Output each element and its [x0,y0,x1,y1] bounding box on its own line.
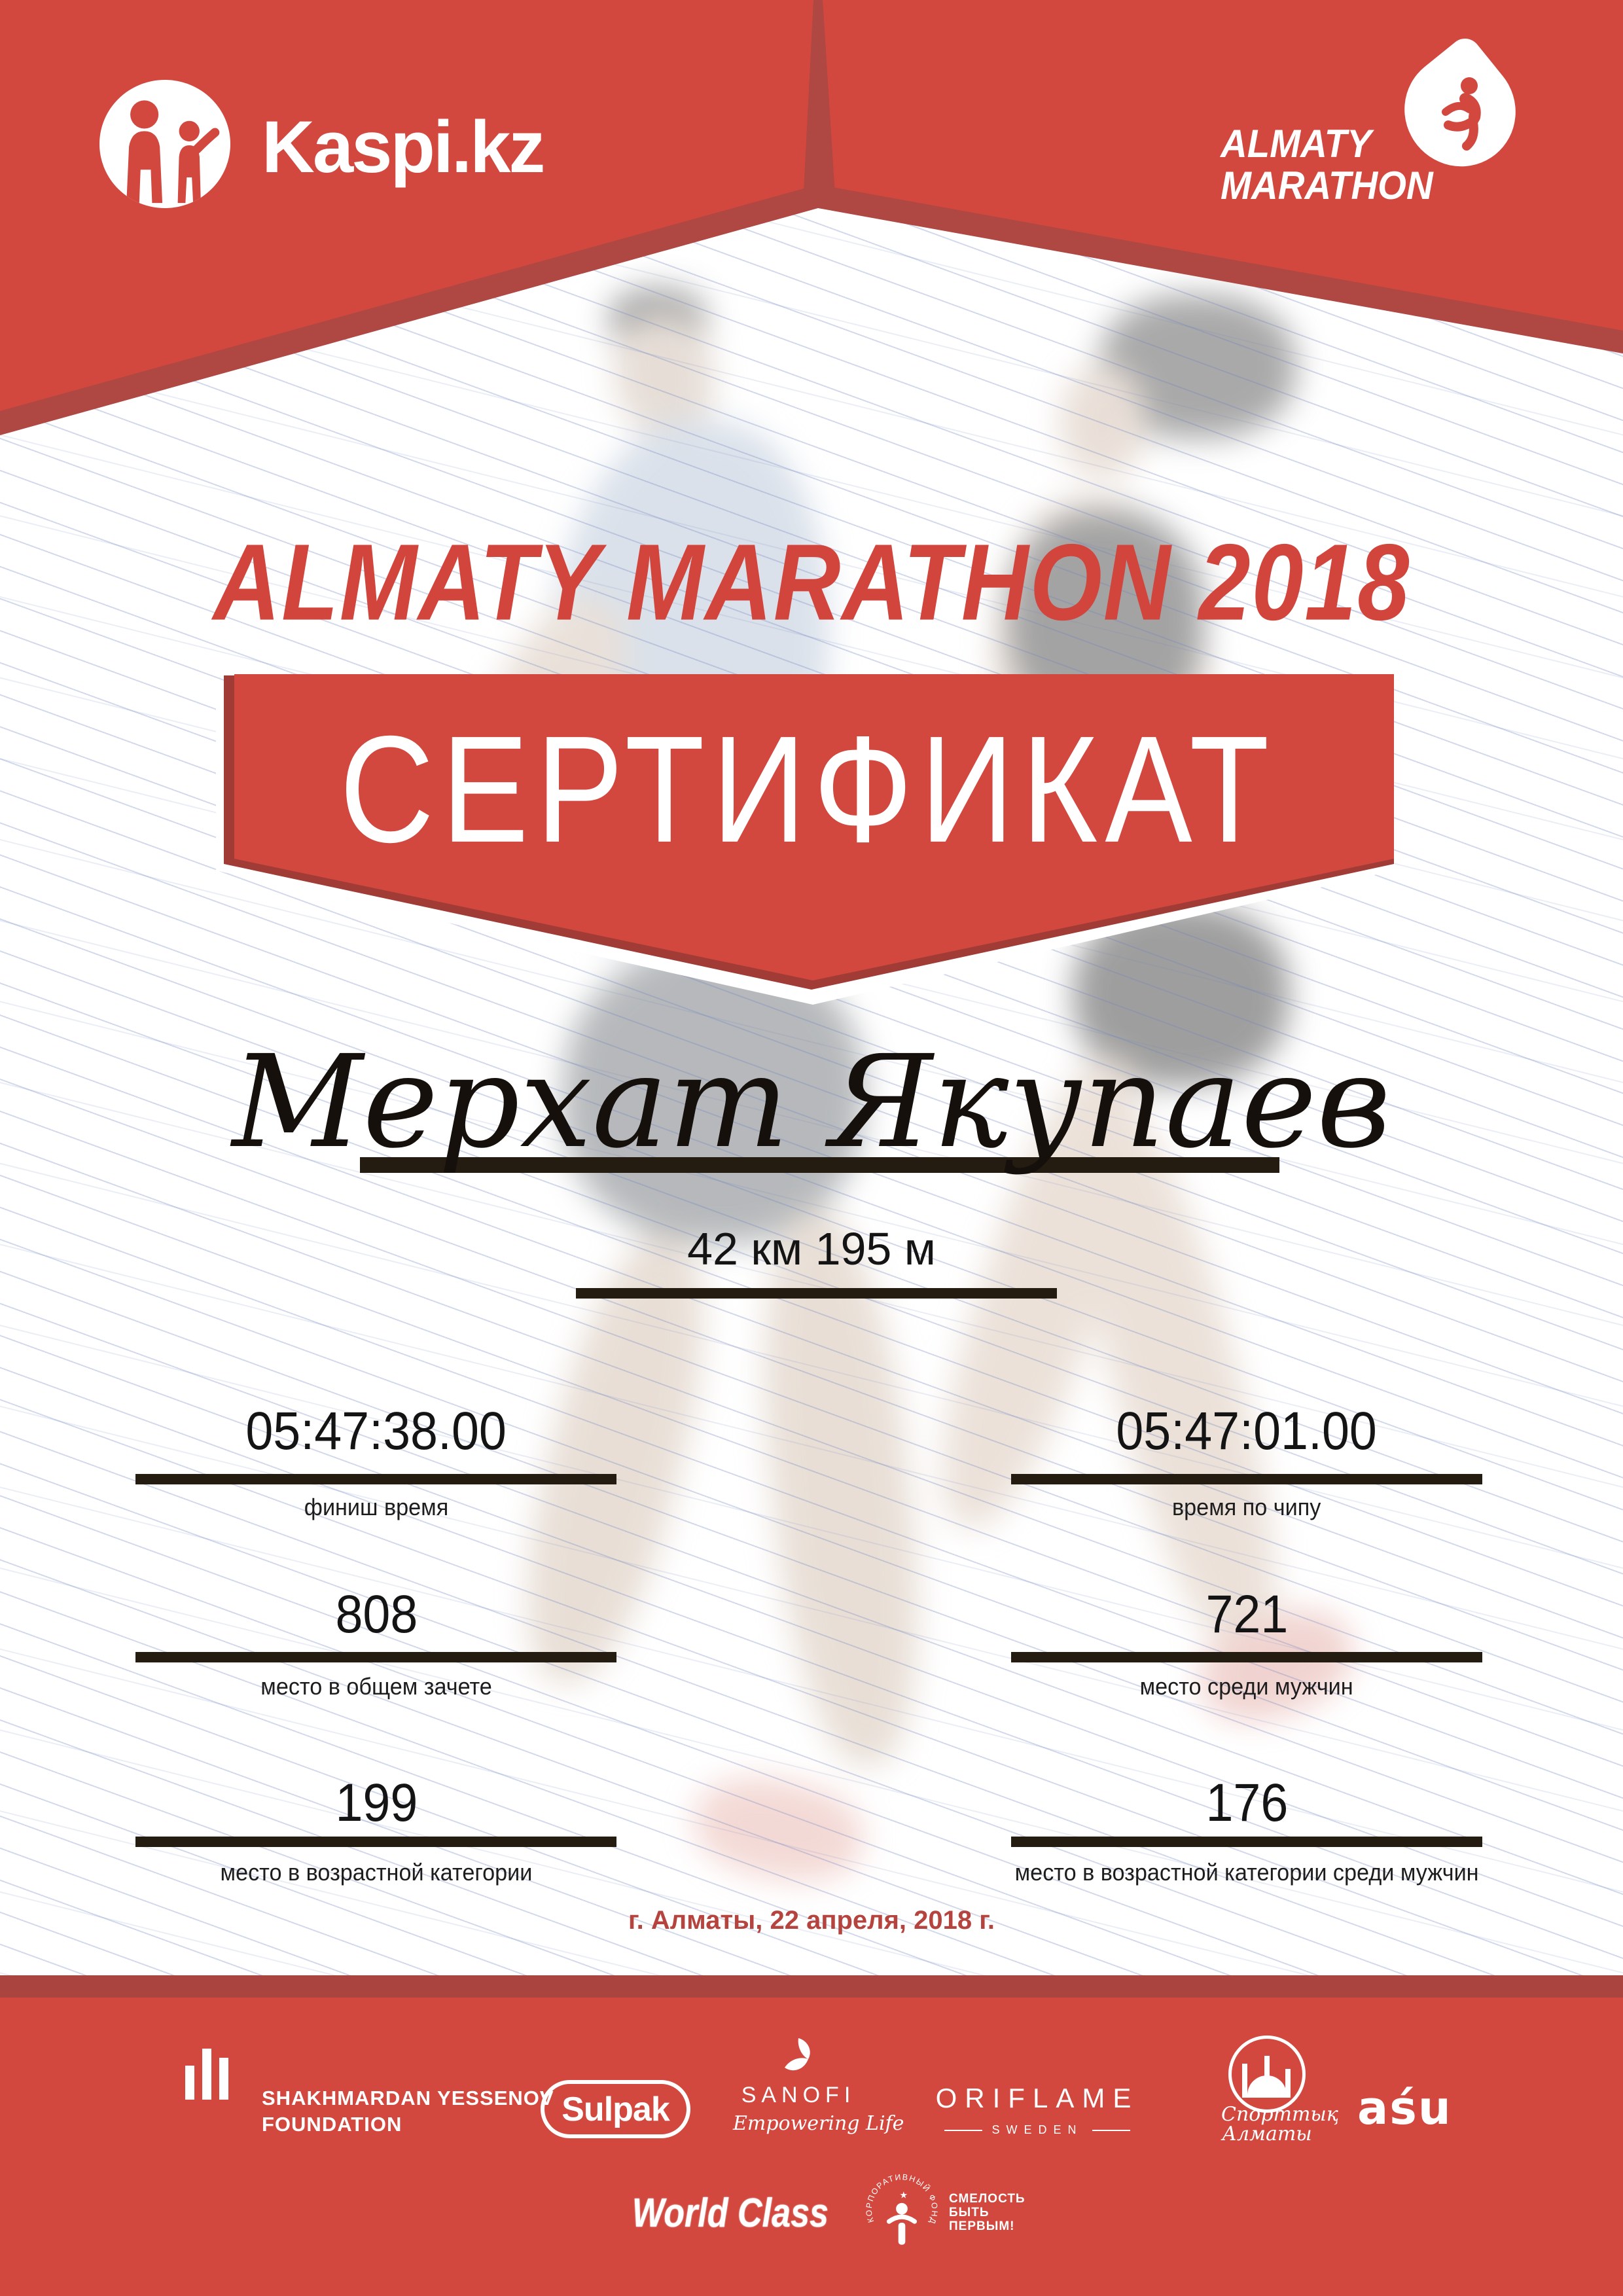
sanofi-tagline: Empowering Life [733,2112,904,2135]
world-class-logo: World Class [632,2191,829,2236]
name-underline [360,1157,1279,1173]
stat-age-place-value: 199 [335,1773,418,1833]
kaspi-logo: Kaspi.kz [99,80,545,208]
courage-fund-motto: СМЕЛОСТЬ БЫТЬ ПЕРВЫМ! [949,2191,1026,2233]
oriflame-wordmark: ORIFLAME [935,2083,1139,2113]
stat-overall-place-value: 808 [335,1585,418,1644]
stat-overall-place-label: место в общем зачете [260,1673,492,1700]
stat-overall-place-underline [135,1652,616,1662]
stat-age-men-place-underline [1011,1837,1482,1847]
sport-almaty-logo: Спорттық Алматы [1221,2036,1338,2144]
almaty-marathon-wordmark: ALMATY MARATHON [1221,123,1433,207]
certificate-ribbon: СЕРТИФИКАТ [216,674,1400,1005]
stat-finish-time-underline [135,1474,616,1484]
oriflame-sweden-line: SWEDEN [929,2123,1145,2137]
courage-fund-emblem-icon: КОРПОРАТИВНЫЙ ФОНД ★ [865,2172,938,2245]
asu-logo: aśu [1357,2081,1452,2135]
sport-almaty-emblem-icon [1228,2036,1306,2113]
stat-chip-time-underline [1011,1474,1482,1484]
kaspi-wordmark: Kaspi.kz [262,105,545,188]
yessenov-foundation-icon [185,2049,228,2100]
kaspi-circle-icon [99,80,230,208]
stat-men-place-underline [1011,1652,1482,1662]
stat-chip-time-value: 05:47:01.00 [1116,1401,1378,1461]
distance-value: 42 км 195 м [687,1223,936,1274]
recipient-name: Мерхат Якупаев [232,1028,1391,1176]
date-location: г. Алматы, 22 апреля, 2018 г. [628,1906,995,1935]
svg-text:★: ★ [899,2191,908,2201]
courage-fund-logo: КОРПОРАТИВНЫЙ ФОНД ★ СМЕЛОСТЬ БЫТЬ ПЕРВЫ… [861,2172,1026,2253]
stat-finish-time-value: 05:47:38.00 [245,1401,507,1461]
stat-chip-time-label: время по чипу [1172,1494,1321,1520]
almaty-marathon-wordmark-line2: MARATHON [1221,164,1433,207]
sulpak-logo: Sulpak [541,2080,690,2138]
stat-age-men-place-value: 176 [1205,1773,1288,1833]
stat-age-place-underline [135,1837,616,1847]
distance-underline [576,1288,1057,1299]
yessenov-foundation-wordmark: SHAKHMARDAN YESSENOV FOUNDATION [262,2087,554,2136]
marathon-drop-icon [1382,32,1539,189]
sponsors-footer: SHAKHMARDAN YESSENOV FOUNDATION Sulpak S… [0,1998,1623,2296]
sanofi-logo: SANOFI Empowering Life [733,2037,904,2135]
event-title: ALMATY MARATHON 2018 [213,522,1410,643]
stat-men-place-value: 721 [1205,1585,1288,1644]
yessenov-foundation-icon-squares [185,2105,201,2110]
stat-age-place-label: место в возрастной категории [220,1859,533,1886]
runner-icon [1442,77,1481,151]
stat-finish-time-label: финиш время [304,1494,449,1520]
footer-accent-bar [0,1975,1623,1998]
top-banner: Kaspi.kz ALMATY MARATHON [0,0,1623,471]
oriflame-logo: ORIFLAME SWEDEN [929,2083,1145,2137]
sanofi-wordmark: SANOFI [741,2083,856,2108]
certificate-title: СЕРТИФИКАТ [340,704,1277,874]
sanofi-bird-icon [785,2038,810,2071]
stat-men-place-label: место среди мужчин [1139,1673,1354,1700]
almaty-marathon-wordmark-line1: ALMATY [1221,122,1372,166]
kaspi-figures-icon [126,100,220,204]
stat-age-men-place-label: место в возрастной категории среди мужчи… [1014,1859,1479,1886]
